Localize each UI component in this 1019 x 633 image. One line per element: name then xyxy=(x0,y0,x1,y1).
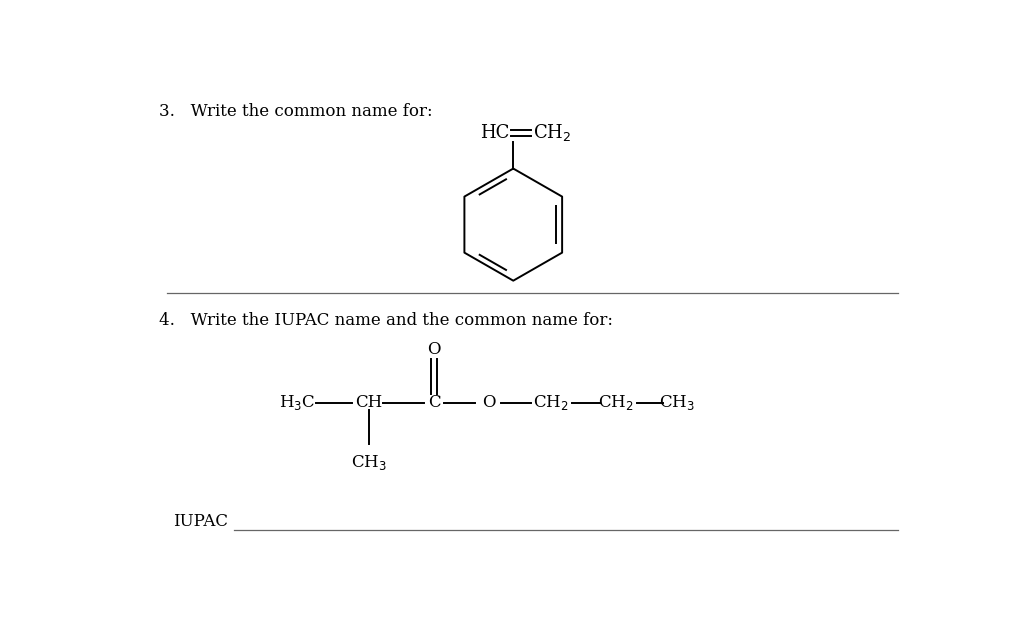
Text: CH: CH xyxy=(355,394,382,411)
Text: CH$_2$: CH$_2$ xyxy=(533,123,571,144)
Text: CH$_3$: CH$_3$ xyxy=(658,393,694,412)
Text: H$_3$C: H$_3$C xyxy=(279,393,315,412)
Text: IUPAC: IUPAC xyxy=(173,513,227,530)
Text: HC: HC xyxy=(480,124,508,142)
Text: CH$_2$: CH$_2$ xyxy=(532,393,568,412)
Text: 3.   Write the common name for:: 3. Write the common name for: xyxy=(159,103,432,120)
Text: C: C xyxy=(428,394,440,411)
Text: O: O xyxy=(482,394,495,411)
Text: CH$_2$: CH$_2$ xyxy=(597,393,633,412)
Text: O: O xyxy=(427,341,440,358)
Text: CH$_3$: CH$_3$ xyxy=(351,453,386,472)
Text: 4.   Write the IUPAC name and the common name for:: 4. Write the IUPAC name and the common n… xyxy=(159,312,612,329)
